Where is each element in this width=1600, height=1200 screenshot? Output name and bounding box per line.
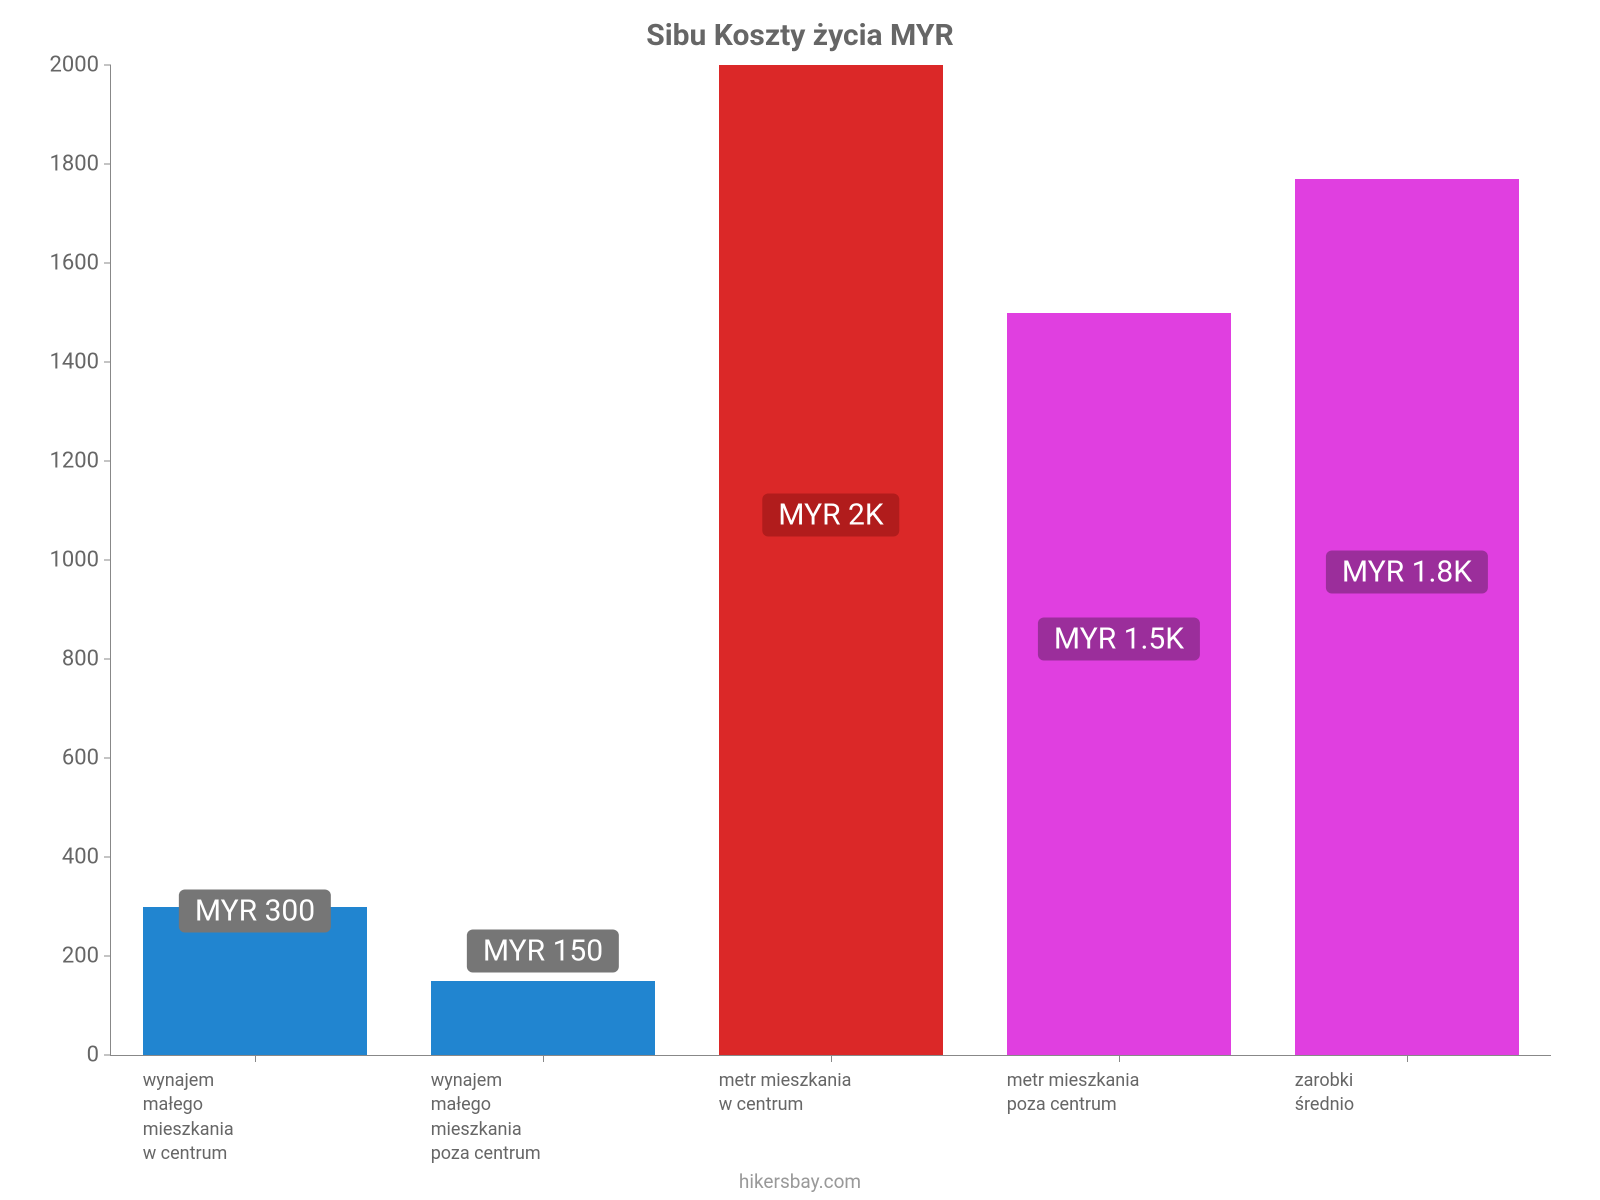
y-tick-mark [104, 857, 111, 858]
category-label: wynajemmałegomieszkaniapoza centrum [431, 1069, 656, 1166]
y-tick-mark [104, 164, 111, 165]
bar-value-label: MYR 1.5K [1038, 618, 1200, 661]
bar [1007, 313, 1232, 1056]
y-tick-mark [104, 758, 111, 759]
y-tick-mark [104, 1055, 111, 1056]
cost-of-living-chart: Sibu Koszty życia MYR 020040060080010001… [0, 0, 1600, 1200]
y-tick-label: 2000 [50, 53, 99, 78]
y-tick-label: 400 [62, 845, 99, 870]
bar [1295, 179, 1520, 1055]
bar-value-label: MYR 1.8K [1326, 551, 1488, 594]
y-tick-mark [104, 560, 111, 561]
bar [431, 981, 656, 1055]
y-tick-mark [104, 263, 111, 264]
category-label: wynajemmałegomieszkaniaw centrum [143, 1069, 368, 1166]
y-tick-label: 800 [62, 647, 99, 672]
y-tick-label: 1200 [50, 449, 99, 474]
x-tick-mark [255, 1055, 256, 1062]
plot-area: 0200400600800100012001400160018002000MYR… [110, 65, 1551, 1056]
y-tick-label: 200 [62, 944, 99, 969]
y-tick-mark [104, 362, 111, 363]
y-tick-mark [104, 659, 111, 660]
y-tick-label: 1000 [50, 548, 99, 573]
y-tick-mark [104, 65, 111, 66]
x-tick-mark [831, 1055, 832, 1062]
chart-title: Sibu Koszty życia MYR [0, 18, 1600, 53]
x-tick-mark [1119, 1055, 1120, 1062]
y-tick-label: 0 [87, 1043, 99, 1068]
y-tick-label: 600 [62, 746, 99, 771]
category-label: metr mieszkaniaw centrum [719, 1069, 944, 1118]
category-label: zarobkiśrednio [1295, 1069, 1520, 1118]
bar-value-label: MYR 300 [179, 890, 331, 933]
bar-value-label: MYR 2K [762, 494, 899, 537]
y-tick-label: 1600 [50, 251, 99, 276]
bar [719, 65, 944, 1055]
bar-value-label: MYR 150 [467, 930, 619, 973]
y-tick-mark [104, 956, 111, 957]
category-label: metr mieszkaniapoza centrum [1007, 1069, 1232, 1118]
x-tick-mark [543, 1055, 544, 1062]
attribution-text: hikersbay.com [0, 1170, 1600, 1193]
y-tick-mark [104, 461, 111, 462]
y-tick-label: 1400 [50, 350, 99, 375]
x-tick-mark [1407, 1055, 1408, 1062]
y-tick-label: 1800 [50, 152, 99, 177]
